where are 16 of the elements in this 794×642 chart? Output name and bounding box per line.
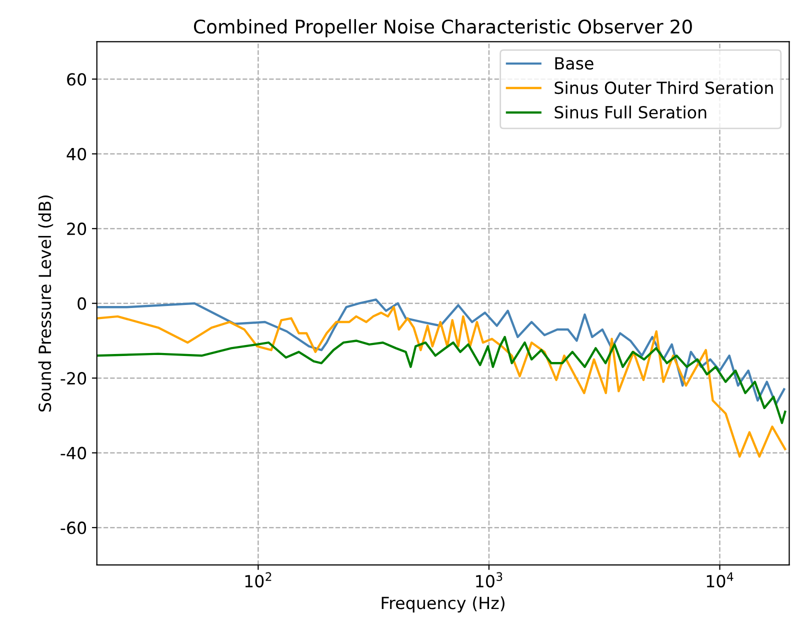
y-tick-label: 20 [67, 222, 86, 236]
x-tick-label: 10$^{4}$ [706, 572, 734, 588]
x-axis-title: Frequency (Hz) [382, 596, 504, 612]
y-tick-label: 60 [67, 73, 86, 86]
y-tick-label: 0 [78, 297, 86, 310]
x-tick-label: 10$^{2}$ [245, 572, 272, 588]
legend-label: Base [555, 57, 594, 70]
y-tick-label: -20 [60, 372, 86, 385]
legend-label: Sinus Outer Third Seration [554, 81, 773, 94]
chart-title: Combined Propeller Noise Characteristic Observer 20 [194, 19, 692, 38]
y-tick-label: -40 [60, 446, 86, 460]
y-axis-title: Sound Pressure Level (dB) [38, 196, 54, 412]
y-tick-label: 40 [66, 148, 86, 160]
y-tick-label: -60 [60, 522, 86, 534]
x-tick-label: 10$^{3}$ [476, 572, 502, 588]
legend-label: Sinus Full Seration [554, 106, 706, 119]
